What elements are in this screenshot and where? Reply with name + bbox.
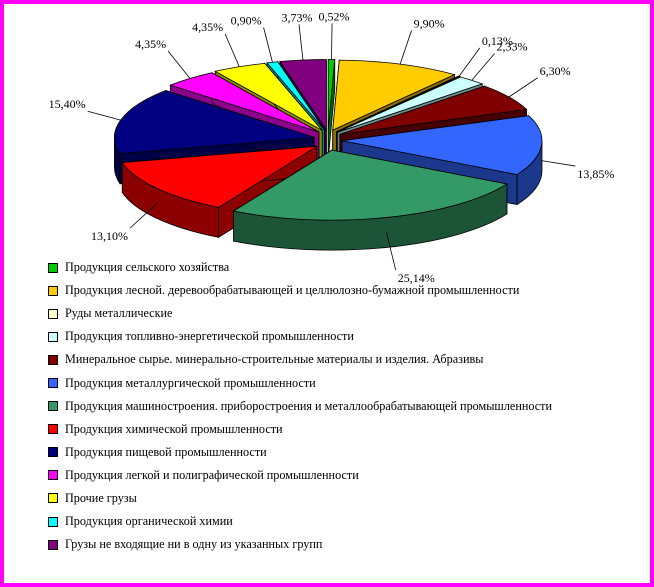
data-label-7: 13,10% <box>91 229 128 243</box>
data-label-9: 4,35% <box>135 37 166 51</box>
legend-item-2: Руды металлические <box>48 302 552 325</box>
legend-label-6: Продукция машиностроения. приборостроени… <box>65 398 553 413</box>
legend-swatch-8 <box>48 447 58 458</box>
leader-line-12 <box>298 24 304 61</box>
legend-item-6: Продукция машиностроения. приборостроени… <box>48 395 552 418</box>
legend-item-12: Грузы не входящие ни в одну из указанных… <box>48 533 552 556</box>
legend-label-11: Продукция органической химии <box>65 514 233 529</box>
legend-swatch-9 <box>48 470 58 481</box>
legend-label-3: Продукция топливно-энергетической промыш… <box>65 329 354 344</box>
legend-item-11: Продукция органической химии <box>48 510 552 533</box>
leader-line-7 <box>129 203 158 229</box>
leader-line-6 <box>386 232 397 271</box>
legend-label-4: Минеральное сырье. минерально-строительн… <box>65 352 484 367</box>
data-label-11: 0,90% <box>231 13 262 27</box>
legend-swatch-1 <box>48 285 58 296</box>
leader-line-1 <box>399 30 412 65</box>
legend-item-9: Продукция легкой и полиграфической промы… <box>48 464 552 487</box>
data-label-8: 15,40% <box>49 97 86 111</box>
data-label-3: 2,33% <box>497 40 528 54</box>
legend-label-9: Продукция легкой и полиграфической промы… <box>65 467 359 482</box>
leader-line-0 <box>331 23 333 60</box>
legend-label-5: Продукция металлургической промышленност… <box>65 375 316 390</box>
data-label-10: 4,35% <box>192 20 223 34</box>
legend-label-2: Руды металлические <box>65 306 173 321</box>
legend-item-8: Продукция пищевой промышленности <box>48 441 552 464</box>
legend-label-12: Грузы не входящие ни в одну из указанных… <box>65 537 323 552</box>
legend-label-7: Продукция химической промышленности <box>65 421 283 436</box>
legend-label-1: Продукция лесной. деревообрабатывающей и… <box>65 283 520 298</box>
leader-line-10 <box>224 33 240 67</box>
data-label-6: 25,14% <box>398 271 435 285</box>
leader-line-2 <box>458 47 481 77</box>
data-label-12: 3,73% <box>282 10 313 24</box>
legend-swatch-10 <box>48 493 58 504</box>
legend-swatch-11 <box>48 516 58 527</box>
legend-item-10: Прочие грузы <box>48 487 552 510</box>
legend-item-5: Продукция металлургической промышленност… <box>48 371 552 394</box>
pie-chart: 0,52% 9,90% 0,13%2,33% 6,30% 13,85% 25,14% 13,… <box>49 10 615 286</box>
leader-line-8 <box>87 110 121 121</box>
legend-label-10: Прочие грузы <box>65 490 137 505</box>
leader-line-5 <box>541 160 576 167</box>
legend-item-3: Продукция топливно-энергетической промыш… <box>48 325 552 348</box>
legend: Продукция сельского хозяйства Продукция л… <box>48 256 552 556</box>
pie-slice-6 <box>232 149 508 251</box>
data-label-0: 0,52% <box>319 10 350 24</box>
legend-swatch-6 <box>48 401 58 412</box>
legend-item-7: Продукция химической промышленности <box>48 418 552 441</box>
legend-swatch-4 <box>48 354 58 365</box>
legend-item-0: Продукция сельского хозяйства <box>48 256 552 279</box>
leader-line-11 <box>263 27 273 63</box>
data-label-4: 6,30% <box>540 64 571 78</box>
legend-label-0: Продукция сельского хозяйства <box>65 260 230 275</box>
leader-line-4 <box>508 77 538 98</box>
legend-swatch-0 <box>48 262 58 273</box>
legend-item-1: Продукция лесной. деревообрабатывающей и… <box>48 279 552 302</box>
legend-item-4: Минеральное сырье. минерально-строительн… <box>48 348 552 371</box>
leader-line-3 <box>471 53 495 81</box>
legend-swatch-5 <box>48 378 58 389</box>
legend-swatch-3 <box>48 331 58 342</box>
legend-swatch-12 <box>48 539 58 550</box>
legend-swatch-7 <box>48 424 58 435</box>
data-label-1: 9,90% <box>414 16 445 30</box>
data-label-2: 0,13% <box>482 34 513 48</box>
pie-slice-0 <box>327 59 336 160</box>
leader-line-9 <box>167 50 191 79</box>
legend-label-8: Продукция пищевой промышленности <box>65 444 267 459</box>
legend-swatch-2 <box>48 308 58 319</box>
data-label-5: 13,85% <box>577 167 614 181</box>
